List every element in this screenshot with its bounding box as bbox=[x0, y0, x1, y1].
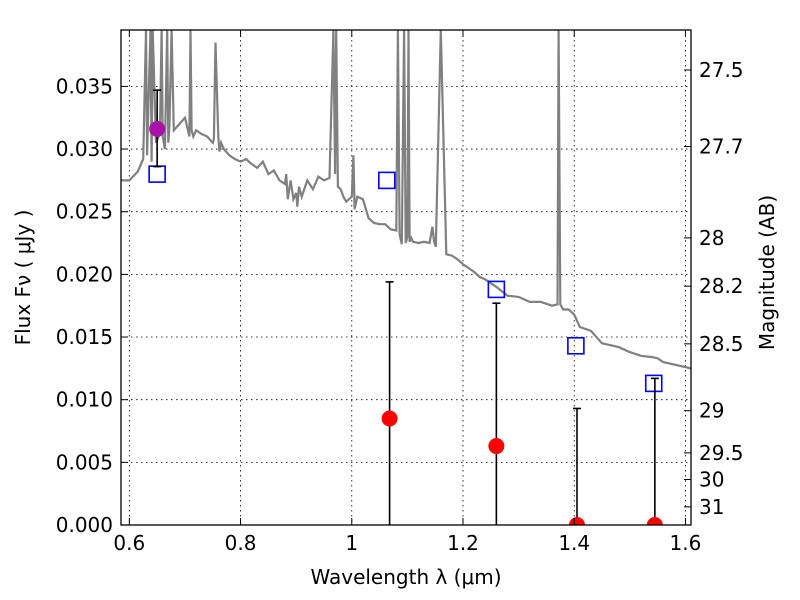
y-tick-label: 0.000 bbox=[56, 513, 113, 537]
y-tick-label: 0.005 bbox=[56, 450, 113, 474]
mag-tick-label: 27.5 bbox=[699, 58, 744, 82]
mag-tick-label: 28 bbox=[699, 226, 724, 250]
y-tick-label: 0.035 bbox=[56, 74, 113, 98]
plot-area bbox=[121, 30, 691, 525]
mag-tick-label: 27.7 bbox=[699, 135, 744, 159]
model-flux-box bbox=[378, 171, 396, 190]
x-tick-label: 1.4 bbox=[558, 531, 590, 555]
y2-axis-label: Magnitude (AB) bbox=[755, 195, 779, 350]
model-flux-box bbox=[148, 165, 166, 183]
plot-frame bbox=[120, 29, 692, 526]
y-tick-label: 0.020 bbox=[56, 262, 113, 286]
mag-tick-label: 31 bbox=[699, 495, 724, 519]
mag-tick-label: 28.5 bbox=[699, 332, 744, 356]
flux-point bbox=[569, 517, 585, 525]
mag-tick-label: 30 bbox=[699, 467, 724, 491]
mag-tick-label: 29 bbox=[699, 399, 724, 423]
model-flux-box bbox=[644, 374, 663, 393]
x-tick-label: 0.8 bbox=[225, 531, 257, 555]
mag-tick-label: 29.5 bbox=[699, 441, 744, 465]
y-tick-label: 0.025 bbox=[56, 200, 113, 224]
y-tick-label: 0.015 bbox=[56, 325, 113, 349]
model-flux-box bbox=[487, 280, 506, 299]
detection-point bbox=[149, 121, 166, 137]
y-axis-label: Flux Fν ( μJy ) bbox=[11, 210, 35, 346]
model-flux-box bbox=[567, 336, 585, 355]
sed-model-line bbox=[121, 30, 691, 370]
x-tick-label: 1 bbox=[345, 531, 358, 555]
y-tick-label: 0.010 bbox=[56, 388, 113, 412]
x-tick-label: 0.6 bbox=[113, 531, 145, 555]
flux-point bbox=[488, 438, 505, 455]
x-tick-label: 1.2 bbox=[447, 531, 479, 555]
y-tick-label: 0.030 bbox=[56, 137, 113, 161]
grid-lines bbox=[121, 30, 691, 526]
axis-ticks: 0.6 0.8 1 1.2 1.4 1.6 0.000 0.005 0.010 0.015 0.02… bbox=[56, 30, 744, 555]
flux-point bbox=[646, 517, 663, 525]
x-axis-label: Wavelength λ (μm) bbox=[310, 565, 501, 589]
x-tick-label: 1.6 bbox=[670, 531, 702, 555]
flux-point bbox=[381, 410, 398, 427]
mag-tick-label: 28.2 bbox=[699, 274, 744, 298]
